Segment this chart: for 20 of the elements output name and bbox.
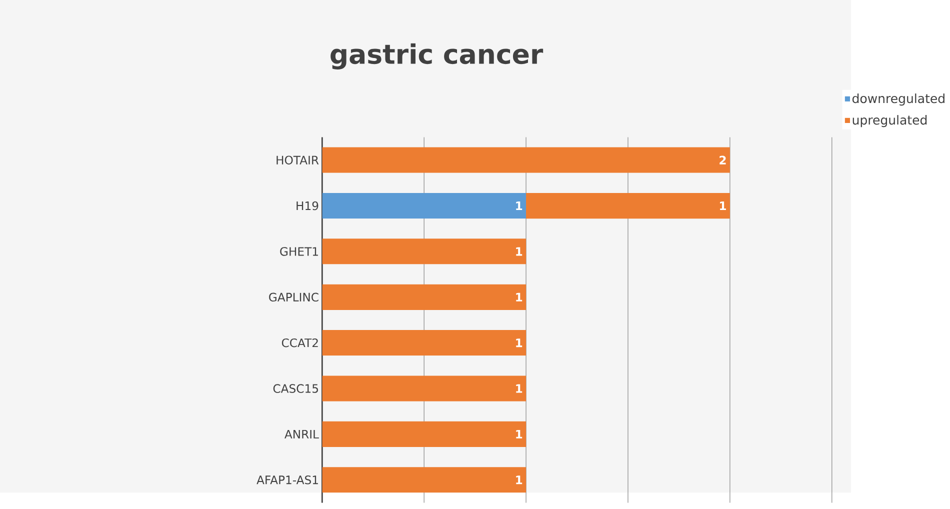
y-tick-label: GAPLINC: [269, 292, 318, 302]
chart-title: gastric cancer: [330, 43, 544, 70]
data-label: 1: [516, 292, 522, 302]
y-tick-label: ANRIL: [284, 430, 319, 438]
y-tick-label: H19: [296, 201, 318, 210]
y-tick-label: GHET1: [280, 247, 318, 256]
data-label: 1: [516, 384, 522, 393]
data-label: 1: [720, 202, 726, 210]
y-tick-label: HOTAIR: [276, 156, 319, 165]
legend-label: upregulated: [852, 115, 927, 128]
y-tick-label: CCAT2: [282, 338, 318, 348]
data-label: 1: [516, 430, 522, 438]
legend-label: downregulated: [852, 94, 944, 106]
data-label: 1: [516, 247, 522, 256]
y-tick-label: AFAP1-AS1: [256, 476, 318, 484]
y-tick-label: CASC15: [273, 384, 318, 393]
data-label: 1: [516, 476, 522, 484]
data-label: 1: [516, 338, 522, 348]
data-label: 1: [516, 202, 522, 210]
data-label: 2: [720, 156, 726, 164]
